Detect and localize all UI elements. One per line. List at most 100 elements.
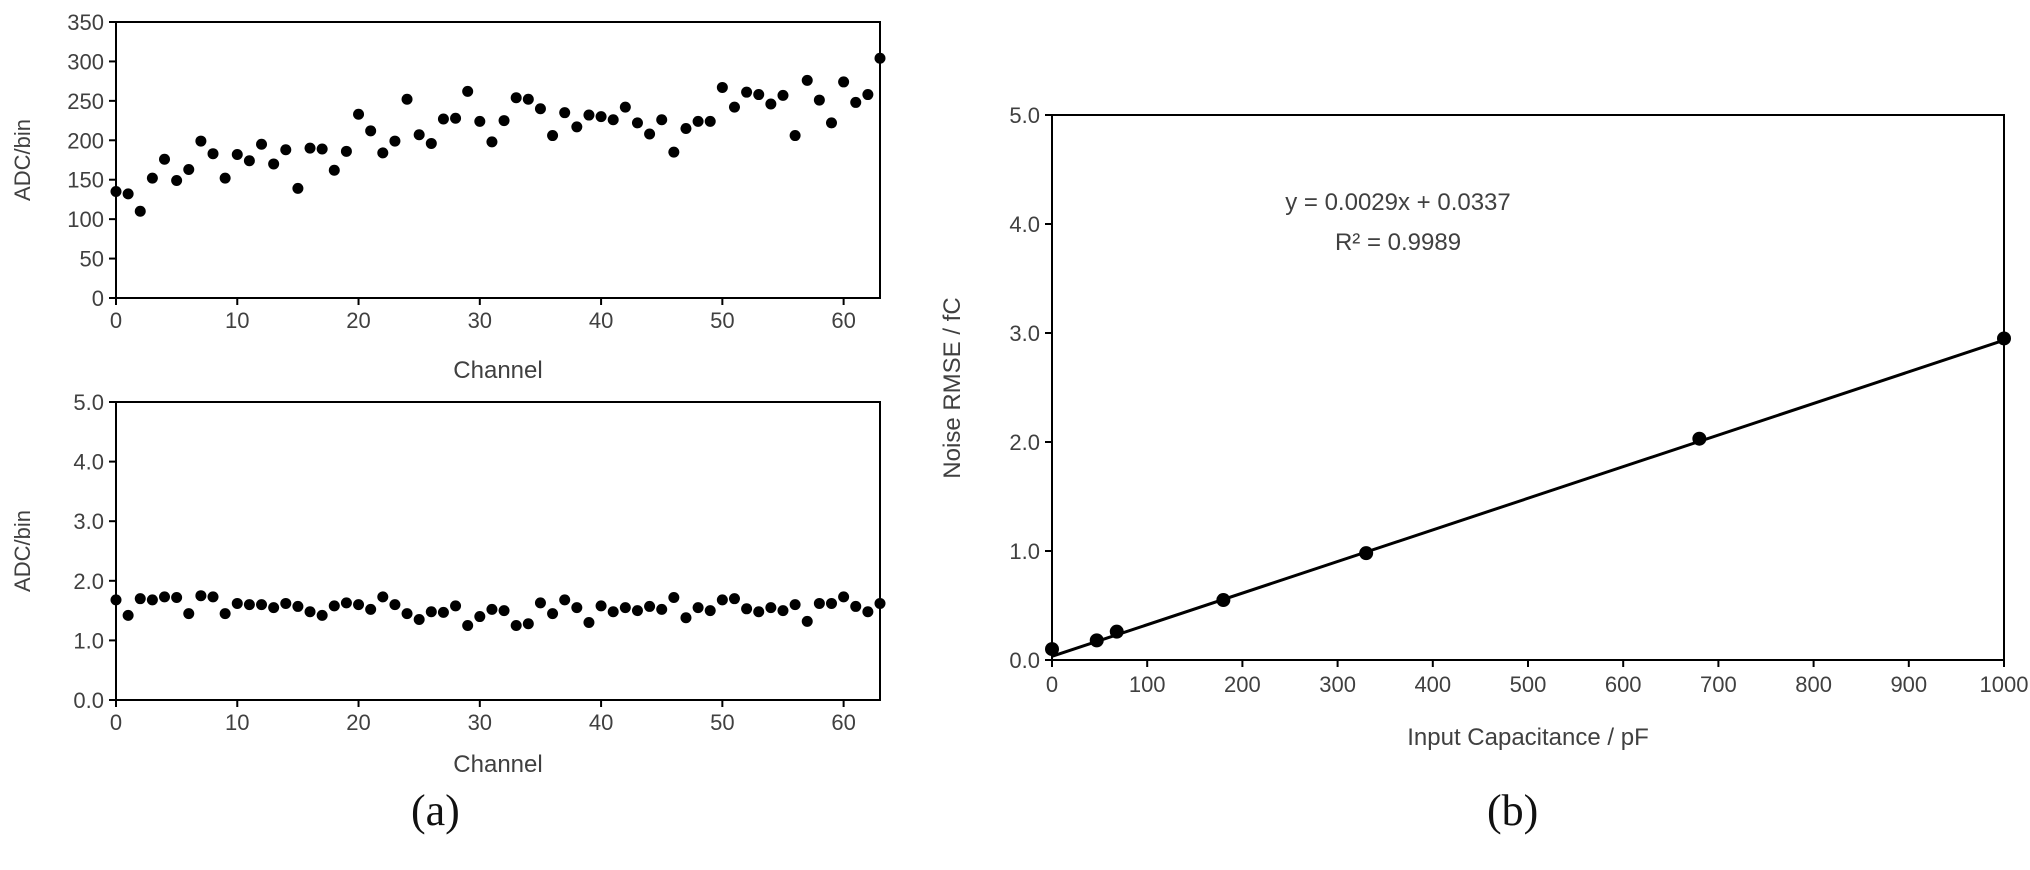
data-point <box>207 148 219 160</box>
x-tick-label: 400 <box>1414 672 1451 697</box>
data-point <box>256 599 268 611</box>
data-point <box>377 147 389 159</box>
data-point <box>777 89 789 101</box>
data-point <box>801 74 813 86</box>
data-point <box>1045 642 1059 657</box>
x-tick-label: 50 <box>710 308 734 333</box>
x-tick-label: 100 <box>1129 672 1166 697</box>
data-point <box>607 606 619 618</box>
x-tick-label: 40 <box>589 308 613 333</box>
data-point <box>656 603 668 615</box>
data-point <box>728 593 740 605</box>
y-tick-label: 1.0 <box>1009 539 1040 564</box>
data-point <box>462 620 474 631</box>
data-point <box>559 107 571 119</box>
y-tick-label: 3.0 <box>73 509 104 534</box>
data-point <box>510 620 522 631</box>
data-point <box>571 121 583 133</box>
data-point <box>656 114 668 126</box>
data-point <box>753 89 765 101</box>
x-tick-label: 0 <box>1046 672 1058 697</box>
x-tick-label: 10 <box>225 308 249 333</box>
data-point <box>159 153 171 165</box>
data-point <box>450 600 462 612</box>
data-point <box>680 612 692 624</box>
data-point <box>474 611 486 623</box>
data-point <box>595 111 607 123</box>
data-point <box>486 136 498 148</box>
data-point <box>316 609 328 621</box>
data-point <box>547 608 559 620</box>
x-tick-label: 30 <box>468 308 492 333</box>
data-point <box>195 590 207 602</box>
y-tick-label: 50 <box>80 247 104 272</box>
x-tick-label: 500 <box>1510 672 1547 697</box>
x-tick-label: 50 <box>710 710 734 735</box>
y-tick-label: 3.0 <box>1009 321 1040 346</box>
data-point <box>425 137 437 149</box>
x-tick-label: 700 <box>1700 672 1737 697</box>
y-tick-label: 2.0 <box>73 569 104 594</box>
data-point <box>219 172 231 184</box>
data-point <box>728 101 740 113</box>
data-point <box>789 130 801 142</box>
data-point <box>231 597 243 609</box>
data-point <box>825 597 837 609</box>
data-point <box>644 600 656 612</box>
data-point <box>292 182 304 194</box>
data-point <box>268 602 280 614</box>
y-axis-label-a-top: ADC/bin <box>10 119 35 201</box>
data-point <box>195 135 207 147</box>
data-point <box>328 600 340 612</box>
data-point <box>425 606 437 618</box>
plot-frame-a-bottom <box>115 401 881 701</box>
data-point <box>1216 593 1231 608</box>
data-point <box>1359 546 1374 561</box>
data-point <box>413 614 425 626</box>
data-point <box>716 81 728 93</box>
data-point <box>680 122 692 134</box>
data-point <box>280 144 292 156</box>
data-point <box>668 591 680 603</box>
data-point <box>559 594 571 606</box>
data-point <box>292 600 304 612</box>
x-tick-label: 1000 <box>1980 672 2029 697</box>
data-point <box>243 599 255 611</box>
data-point <box>134 205 146 217</box>
data-point <box>534 103 546 115</box>
x-tick-label: 60 <box>831 710 855 735</box>
x-axis-label-a-top: Channel <box>453 357 542 384</box>
data-point <box>813 94 825 106</box>
data-point <box>171 591 183 603</box>
data-point <box>753 606 765 618</box>
data-point <box>692 115 704 127</box>
data-point <box>401 93 413 105</box>
y-tick-label: 4.0 <box>1009 212 1040 237</box>
data-point <box>340 597 352 609</box>
data-point <box>401 608 413 620</box>
data-point <box>862 606 874 618</box>
x-tick-label: 0 <box>110 710 122 735</box>
data-point <box>1109 624 1124 639</box>
data-point <box>850 96 862 108</box>
data-point <box>1089 633 1104 648</box>
data-point <box>741 603 753 615</box>
data-point <box>316 143 328 155</box>
data-point <box>1997 331 2011 346</box>
data-point <box>219 608 231 620</box>
y-axis-label-a-bottom: ADC/bin <box>10 510 35 592</box>
data-point <box>571 602 583 614</box>
x-axis-label-a-bottom: Channel <box>453 751 542 778</box>
x-tick-label: 300 <box>1319 672 1356 697</box>
x-tick-label: 60 <box>831 308 855 333</box>
panel-label-a: (a) <box>411 786 460 835</box>
data-point <box>171 175 183 187</box>
data-point <box>486 603 498 615</box>
data-point <box>522 618 534 630</box>
data-point <box>474 115 486 127</box>
y-tick-label: 0.0 <box>1009 648 1040 673</box>
x-tick-label: 30 <box>468 710 492 735</box>
data-point <box>765 98 777 110</box>
data-point <box>462 85 474 97</box>
y-tick-label: 4.0 <box>73 450 104 475</box>
